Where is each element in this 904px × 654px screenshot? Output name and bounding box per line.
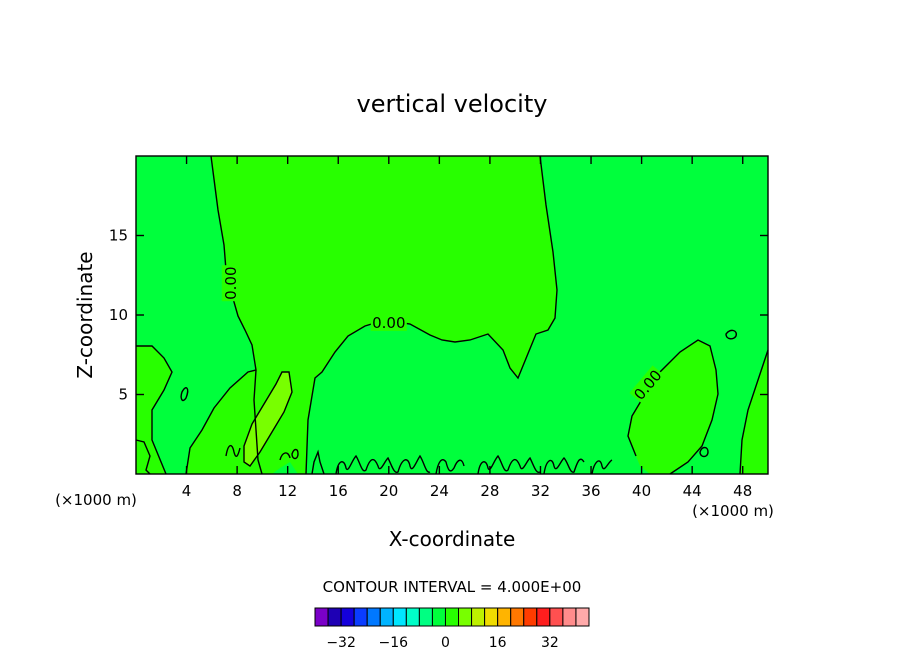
colorbar-tick-label: 16: [489, 635, 507, 651]
x-tick-label: 40: [632, 482, 651, 500]
colorbar-swatch: [562, 607, 577, 627]
colorbar-tick-labels: −32 −16 0 16 32: [326, 635, 558, 651]
colorbar-swatch: [458, 607, 473, 627]
x-tick-label: 36: [581, 482, 600, 500]
y-tick-label: 5: [118, 386, 128, 404]
colorbar-swatch: [340, 607, 355, 627]
colorbar-swatch: [444, 607, 460, 627]
colorbar-swatch: [366, 607, 381, 627]
colorbar-swatch: [431, 607, 446, 627]
colorbar-tick-label: −16: [379, 635, 409, 651]
y-ticks: 5 10 15: [109, 227, 768, 404]
colorbar-swatch: [392, 607, 407, 627]
contour-label-text: 0.00: [222, 266, 240, 299]
x-tick-label: 44: [683, 482, 702, 500]
colorbar-swatch: [353, 607, 368, 627]
x-tick-label: 28: [480, 482, 499, 500]
colorbar-tick-label: −32: [326, 635, 356, 651]
colorbar-swatch: [484, 607, 499, 627]
colorbar-swatch: [418, 607, 433, 627]
colorbar-swatch: [327, 607, 342, 627]
x-tick-label: 12: [278, 482, 297, 500]
colorbar-tick-label: 32: [541, 635, 559, 651]
right-edge-updraft-region: [740, 350, 768, 474]
left-lower-updraft-region: [186, 370, 262, 474]
y-tick-label: 15: [109, 227, 128, 245]
colorbar-swatch: [510, 607, 525, 627]
contour-interval: CONTOUR INTERVAL = 4.000E+00: [323, 578, 582, 596]
colorbar-swatch: [575, 607, 590, 627]
right-updraft-region: [628, 340, 718, 474]
x-axis-label: X-coordinate: [389, 527, 516, 551]
contour-label-bg: [221, 265, 239, 302]
colorbar-swatch: [471, 607, 486, 627]
colorbar-swatch: [497, 607, 512, 627]
chart-title: vertical velocity: [357, 90, 548, 118]
x-unit-right: (×1000 m): [692, 502, 774, 520]
colorbar: [314, 607, 590, 627]
contour-label-bg: [629, 365, 666, 404]
colorbar-swatch: [379, 607, 394, 627]
contour-label: 0.00: [221, 265, 240, 302]
colorbar-swatch: [405, 607, 420, 627]
contour-label: 0.00: [370, 313, 407, 332]
contour-label-bg: [370, 313, 407, 331]
x-unit-left: (×1000 m): [55, 491, 137, 509]
y-tick-label: 10: [109, 306, 128, 324]
x-tick-label: 24: [430, 482, 449, 500]
x-tick-label: 32: [531, 482, 550, 500]
x-tick-label: 20: [379, 482, 398, 500]
strong-updraft-region: [244, 372, 292, 466]
x-tick-label: 16: [329, 482, 348, 500]
colorbar-swatch: [549, 607, 564, 627]
x-tick-label: 4: [182, 482, 192, 500]
colorbar-swatch: [536, 607, 551, 627]
colorbar-tick-label: 0: [441, 635, 450, 651]
colorbar-swatch: [314, 607, 329, 627]
colorbar-swatch: [523, 607, 538, 627]
y-axis-label: Z-coordinate: [73, 251, 97, 378]
x-ticks: 4 8 12 16 20 24 28 32 36 40 44 48: [182, 156, 752, 500]
contour-label-text: 0.00: [372, 314, 405, 332]
plot-area: 0.000.000.00 4 8 12 16 20 24 28 32 36 40 44 48 5101…: [109, 155, 769, 500]
contour-lines: [135, 155, 769, 475]
x-tick-label: 48: [733, 482, 752, 500]
x-tick-label: 8: [232, 482, 242, 500]
left-edge-updraft-region: [136, 346, 172, 474]
